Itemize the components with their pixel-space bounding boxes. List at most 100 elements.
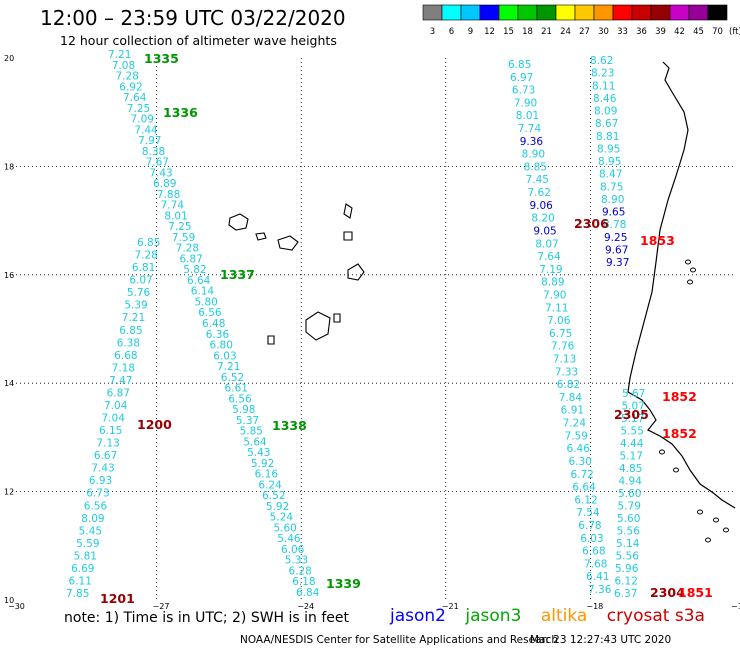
track-time-label: 1338 <box>272 418 307 433</box>
wave-height-value: 6.41 <box>586 571 609 583</box>
wave-height-value: 6.91 <box>561 405 584 417</box>
scale-tick-label: 15 <box>503 27 514 37</box>
track-time-label: 1337 <box>220 267 255 282</box>
wave-height-value: 8.01 <box>516 110 539 122</box>
islet-outline <box>687 279 693 285</box>
wave-height-value: 7.06 <box>547 315 571 327</box>
wave-height-value: 5.80 <box>194 296 217 308</box>
wave-height-value: 9.06 <box>529 200 553 212</box>
footer-note: note: 1) Time is in UTC; 2) SWH is in fe… <box>64 610 350 626</box>
wave-height-value: 6.81 <box>132 262 155 274</box>
wave-height-value: 5.07 <box>622 401 645 413</box>
islet-outline <box>697 509 703 515</box>
wave-height-value: 6.92 <box>119 81 142 93</box>
islet-outline <box>705 537 711 543</box>
wave-height-value: 6.87 <box>107 387 130 399</box>
wave-height-value: 9.25 <box>604 232 627 244</box>
wave-height-value: 8.89 <box>541 277 564 289</box>
wave-height-value: 5.60 <box>617 513 640 525</box>
credit-text: NOAA/NESDIS Center for Satellite Applica… <box>240 634 558 646</box>
islet-outline <box>713 517 719 523</box>
wave-height-value: 7.90 <box>514 97 537 109</box>
track-time-label: 1852 <box>662 389 697 404</box>
lat-tick-label: 16 <box>4 271 14 280</box>
wave-height-value: 7.90 <box>543 289 566 301</box>
wave-height-value: 6.64 <box>187 275 211 287</box>
wave-height-value: 7.19 <box>539 264 562 276</box>
islet-outline <box>723 527 729 533</box>
wave-height-value: 7.09 <box>131 114 154 126</box>
wave-height-value: 8.81 <box>596 131 619 143</box>
track-time-label: 1335 <box>144 51 179 66</box>
track-time-label: 2304 <box>650 585 685 600</box>
wave-height-value: 6.75 <box>549 328 572 340</box>
track-time-label: 2305 <box>614 407 649 422</box>
lon-tick-label: −30 <box>8 602 25 610</box>
scale-tick-label: 18 <box>522 27 533 37</box>
wave-height-value: 6.72 <box>570 469 593 481</box>
lon-tick-label: −15 <box>731 602 740 610</box>
wave-height-value: 7.04 <box>102 413 126 425</box>
wave-height-value: 6.24 <box>258 479 282 491</box>
scale-tick-label: 24 <box>560 27 571 37</box>
wave-height-value: 7.62 <box>528 187 551 199</box>
wave-height-value: 7.28 <box>134 250 157 262</box>
page-subtitle: 12 hour collection of altimeter wave hei… <box>60 33 337 48</box>
wave-height-value: 8.11 <box>592 80 615 92</box>
wave-height-value: 8.78 <box>603 219 626 231</box>
scale-tick-label: 42 <box>674 27 685 37</box>
lat-tick-label: 20 <box>4 54 14 63</box>
satellite-jason2: jason2 <box>390 606 446 626</box>
wave-height-value: 5.14 <box>616 538 640 550</box>
wave-height-value: 6.12 <box>574 494 597 506</box>
wave-height-value: 5.46 <box>277 533 301 545</box>
island-outline <box>277 235 299 251</box>
wave-height-value: 8.20 <box>531 213 554 225</box>
wave-height-value: 6.68 <box>582 546 605 558</box>
wave-height-value: 6.11 <box>69 575 92 587</box>
wave-height-value: 6.48 <box>202 318 225 330</box>
wave-height-map: 201816141210−30−27−24−21−18−157.217.087.… <box>4 49 740 610</box>
wave-height-value: 8.75 <box>600 181 623 193</box>
scale-tick-label: 39 <box>655 27 666 37</box>
wave-height-value: 6.97 <box>510 72 533 84</box>
wave-height-value: 7.67 <box>146 157 169 169</box>
wave-height-value: 7.47 <box>109 375 132 387</box>
wave-height-value: 5.92 <box>251 458 274 470</box>
wave-height-value: 7.45 <box>526 174 549 186</box>
wave-height-value: 9.36 <box>520 136 544 148</box>
wave-height-value: 6.85 <box>119 325 142 337</box>
wave-height-value: 7.44 <box>134 124 158 136</box>
wave-height-value: 5.85 <box>240 426 263 438</box>
wave-height-value: 6.12 <box>615 576 638 588</box>
track-time-label: 1336 <box>163 105 198 120</box>
wave-height-value: 7.59 <box>172 232 195 244</box>
wave-height-value: 6.03 <box>213 350 236 362</box>
islet-outline <box>690 267 696 273</box>
wave-height-value: 7.88 <box>157 189 180 201</box>
scale-tick-label: 9 <box>468 27 473 37</box>
island-outline <box>343 231 353 241</box>
wave-height-value: 5.92 <box>266 501 289 513</box>
track-time-label: 1851 <box>678 585 713 600</box>
wave-height-value: 6.03 <box>580 533 603 545</box>
wave-height-value: 5.56 <box>617 526 641 538</box>
wave-height-value: 6.85 <box>137 237 160 249</box>
wave-height-value: 7.54 <box>576 507 600 519</box>
wave-height-value: 6.38 <box>117 337 140 349</box>
wave-height-value: 8.46 <box>593 93 617 105</box>
wave-height-value: 8.67 <box>595 118 618 130</box>
scale-tick-label: 33 <box>617 27 628 37</box>
wave-height-value: 8.95 <box>597 143 620 155</box>
lon-tick-label: −21 <box>442 602 459 610</box>
wave-height-value: 7.04 <box>104 400 128 412</box>
wave-height-value: 7.24 <box>563 418 587 430</box>
wave-height-value: 5.76 <box>127 287 151 299</box>
wave-height-value: 6.36 <box>206 329 230 341</box>
wave-height-value: 7.25 <box>127 103 150 115</box>
scale-unit: (ft) <box>729 27 740 37</box>
wave-height-value: 6.18 <box>292 576 315 588</box>
scale-tick-label: 70 <box>712 27 723 37</box>
island-outline <box>255 232 267 241</box>
